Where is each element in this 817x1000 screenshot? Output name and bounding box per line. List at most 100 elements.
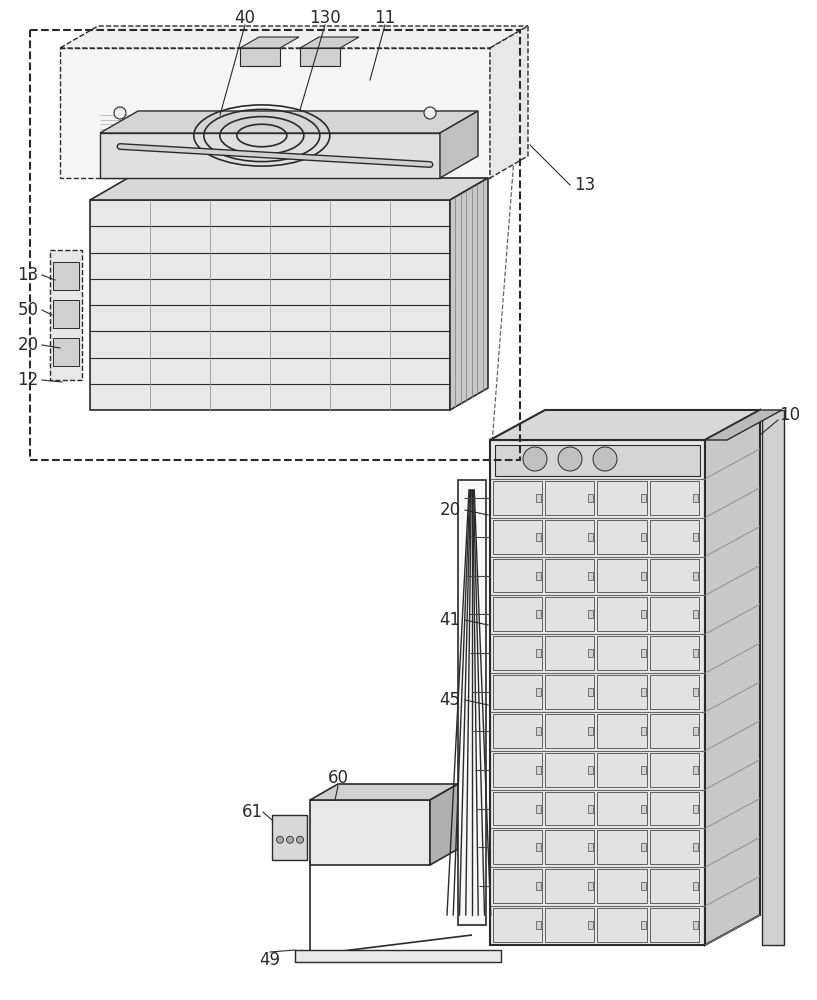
Bar bbox=[588, 843, 593, 851]
Bar bbox=[295, 950, 501, 962]
Bar bbox=[588, 649, 593, 657]
Bar bbox=[597, 520, 647, 554]
Bar bbox=[693, 494, 698, 502]
Bar bbox=[493, 792, 542, 825]
Polygon shape bbox=[450, 178, 488, 410]
Bar bbox=[545, 753, 595, 787]
Text: 61: 61 bbox=[242, 803, 262, 821]
Circle shape bbox=[287, 836, 293, 843]
Bar bbox=[536, 727, 541, 735]
Polygon shape bbox=[705, 410, 760, 945]
Polygon shape bbox=[490, 410, 760, 440]
Bar bbox=[30, 30, 520, 460]
Polygon shape bbox=[310, 784, 458, 800]
Polygon shape bbox=[300, 37, 359, 48]
Bar bbox=[588, 766, 593, 774]
Bar bbox=[493, 636, 542, 670]
Bar bbox=[493, 597, 542, 631]
Circle shape bbox=[297, 836, 303, 843]
Polygon shape bbox=[705, 488, 760, 545]
Bar bbox=[60, 48, 490, 178]
Text: 130: 130 bbox=[309, 9, 341, 27]
Bar bbox=[641, 610, 645, 618]
Bar bbox=[493, 714, 542, 748]
Bar bbox=[597, 908, 647, 942]
Bar bbox=[588, 572, 593, 580]
Bar bbox=[272, 815, 307, 860]
Polygon shape bbox=[705, 604, 760, 661]
Bar bbox=[545, 597, 595, 631]
Text: 50: 50 bbox=[17, 301, 38, 319]
Text: 60: 60 bbox=[328, 769, 349, 787]
Bar bbox=[597, 636, 647, 670]
Bar bbox=[650, 753, 699, 787]
Bar bbox=[588, 727, 593, 735]
Circle shape bbox=[114, 107, 126, 119]
Bar bbox=[536, 882, 541, 890]
Text: 20: 20 bbox=[440, 501, 461, 519]
Bar bbox=[310, 800, 430, 865]
Polygon shape bbox=[705, 876, 760, 933]
Bar bbox=[545, 714, 595, 748]
Bar bbox=[545, 636, 595, 670]
Bar bbox=[693, 805, 698, 813]
Polygon shape bbox=[705, 449, 760, 506]
Bar bbox=[493, 481, 542, 515]
Bar bbox=[650, 714, 699, 748]
Bar bbox=[641, 882, 645, 890]
Bar bbox=[545, 520, 595, 554]
Bar bbox=[650, 559, 699, 592]
Bar bbox=[536, 610, 541, 618]
Bar bbox=[597, 481, 647, 515]
Polygon shape bbox=[705, 760, 760, 817]
Text: 49: 49 bbox=[260, 951, 280, 969]
Bar bbox=[693, 727, 698, 735]
Circle shape bbox=[424, 107, 436, 119]
Bar bbox=[458, 480, 486, 925]
Bar bbox=[493, 908, 542, 942]
Bar bbox=[545, 830, 595, 864]
Text: 45: 45 bbox=[440, 691, 461, 709]
Bar bbox=[650, 830, 699, 864]
Bar bbox=[650, 908, 699, 942]
Bar bbox=[588, 882, 593, 890]
Bar bbox=[641, 649, 645, 657]
Bar bbox=[641, 533, 645, 541]
Bar bbox=[693, 610, 698, 618]
Bar bbox=[493, 830, 542, 864]
Bar bbox=[240, 48, 280, 66]
Polygon shape bbox=[705, 837, 760, 894]
Bar bbox=[493, 520, 542, 554]
Bar bbox=[536, 766, 541, 774]
Bar bbox=[90, 200, 450, 410]
Bar bbox=[536, 494, 541, 502]
Polygon shape bbox=[100, 111, 478, 133]
Polygon shape bbox=[705, 682, 760, 739]
Bar bbox=[650, 597, 699, 631]
Bar bbox=[536, 649, 541, 657]
Bar bbox=[693, 688, 698, 696]
Polygon shape bbox=[705, 565, 760, 623]
Bar bbox=[53, 300, 79, 328]
Circle shape bbox=[276, 836, 283, 843]
Bar bbox=[545, 908, 595, 942]
Circle shape bbox=[523, 447, 547, 471]
Bar bbox=[597, 869, 647, 903]
Bar bbox=[588, 533, 593, 541]
Circle shape bbox=[558, 447, 582, 471]
Text: 12: 12 bbox=[17, 371, 38, 389]
Bar bbox=[693, 649, 698, 657]
Polygon shape bbox=[90, 178, 488, 200]
Bar bbox=[641, 766, 645, 774]
Bar bbox=[536, 921, 541, 929]
Bar bbox=[300, 48, 340, 66]
Polygon shape bbox=[705, 410, 782, 440]
Bar bbox=[493, 675, 542, 709]
Bar bbox=[545, 675, 595, 709]
Bar bbox=[693, 882, 698, 890]
Bar bbox=[641, 688, 645, 696]
Text: 10: 10 bbox=[779, 406, 801, 424]
Bar bbox=[545, 792, 595, 825]
Bar bbox=[597, 753, 647, 787]
Text: 13: 13 bbox=[574, 176, 596, 194]
